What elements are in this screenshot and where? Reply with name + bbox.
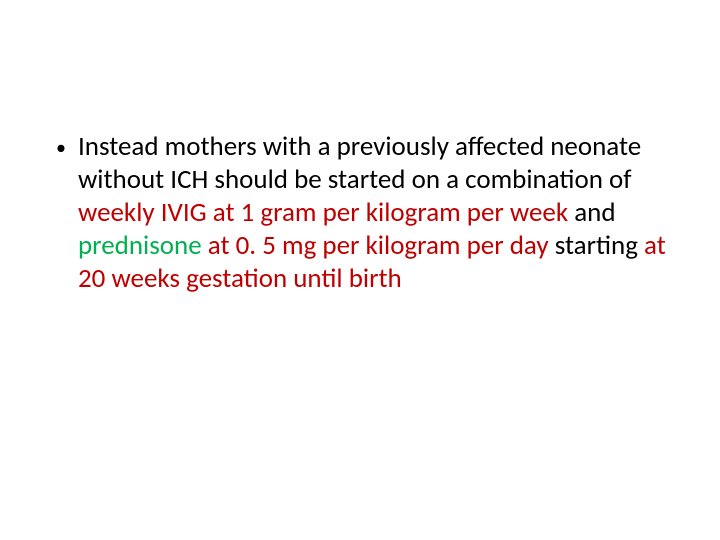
text-segment: weekly IVIG at 1 gram per kilogram per w… — [78, 196, 574, 229]
text-segment: at 0. 5 mg per kilogram per day — [208, 229, 555, 262]
text-segment: prednisone — [78, 229, 208, 262]
bullet-text: Instead mothers with a previously affect… — [78, 130, 666, 295]
slide-body: • Instead mothers with a previously affe… — [56, 130, 666, 295]
slide: • Instead mothers with a previously affe… — [0, 0, 720, 540]
bullet-marker: • — [56, 130, 78, 166]
text-segment: combination of — [465, 163, 631, 196]
text-segment: and — [574, 196, 615, 229]
bullet-item: • Instead mothers with a previously affe… — [56, 130, 666, 295]
text-segment: starting — [555, 229, 644, 262]
